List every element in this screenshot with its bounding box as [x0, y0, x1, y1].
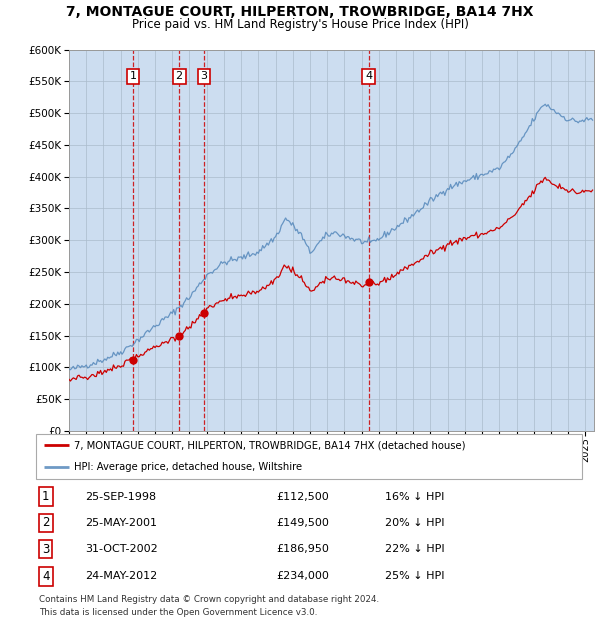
Text: 7, MONTAGUE COURT, HILPERTON, TROWBRIDGE, BA14 7HX (detached house): 7, MONTAGUE COURT, HILPERTON, TROWBRIDGE…	[74, 440, 466, 450]
Text: 24-MAY-2012: 24-MAY-2012	[85, 571, 157, 581]
FancyBboxPatch shape	[36, 434, 582, 479]
Text: This data is licensed under the Open Government Licence v3.0.: This data is licensed under the Open Gov…	[39, 608, 317, 617]
Text: 16% ↓ HPI: 16% ↓ HPI	[385, 492, 445, 502]
Text: 3: 3	[200, 71, 207, 81]
Text: 3: 3	[42, 542, 50, 556]
Text: Price paid vs. HM Land Registry's House Price Index (HPI): Price paid vs. HM Land Registry's House …	[131, 18, 469, 31]
Text: 31-OCT-2002: 31-OCT-2002	[85, 544, 158, 554]
Text: 20% ↓ HPI: 20% ↓ HPI	[385, 518, 445, 528]
Text: £234,000: £234,000	[276, 571, 329, 581]
Text: 25% ↓ HPI: 25% ↓ HPI	[385, 571, 445, 581]
Text: £186,950: £186,950	[276, 544, 329, 554]
Text: £112,500: £112,500	[276, 492, 329, 502]
Text: Contains HM Land Registry data © Crown copyright and database right 2024.: Contains HM Land Registry data © Crown c…	[39, 595, 379, 604]
Text: £149,500: £149,500	[276, 518, 329, 528]
Text: 2: 2	[176, 71, 183, 81]
Text: 2: 2	[42, 516, 50, 529]
Text: 25-MAY-2001: 25-MAY-2001	[85, 518, 157, 528]
Text: 4: 4	[42, 570, 50, 583]
Text: 25-SEP-1998: 25-SEP-1998	[85, 492, 156, 502]
Text: 1: 1	[42, 490, 50, 503]
Text: HPI: Average price, detached house, Wiltshire: HPI: Average price, detached house, Wilt…	[74, 463, 302, 472]
Text: 1: 1	[130, 71, 137, 81]
Text: 7, MONTAGUE COURT, HILPERTON, TROWBRIDGE, BA14 7HX: 7, MONTAGUE COURT, HILPERTON, TROWBRIDGE…	[66, 5, 534, 19]
Text: 4: 4	[365, 71, 372, 81]
Text: 22% ↓ HPI: 22% ↓ HPI	[385, 544, 445, 554]
